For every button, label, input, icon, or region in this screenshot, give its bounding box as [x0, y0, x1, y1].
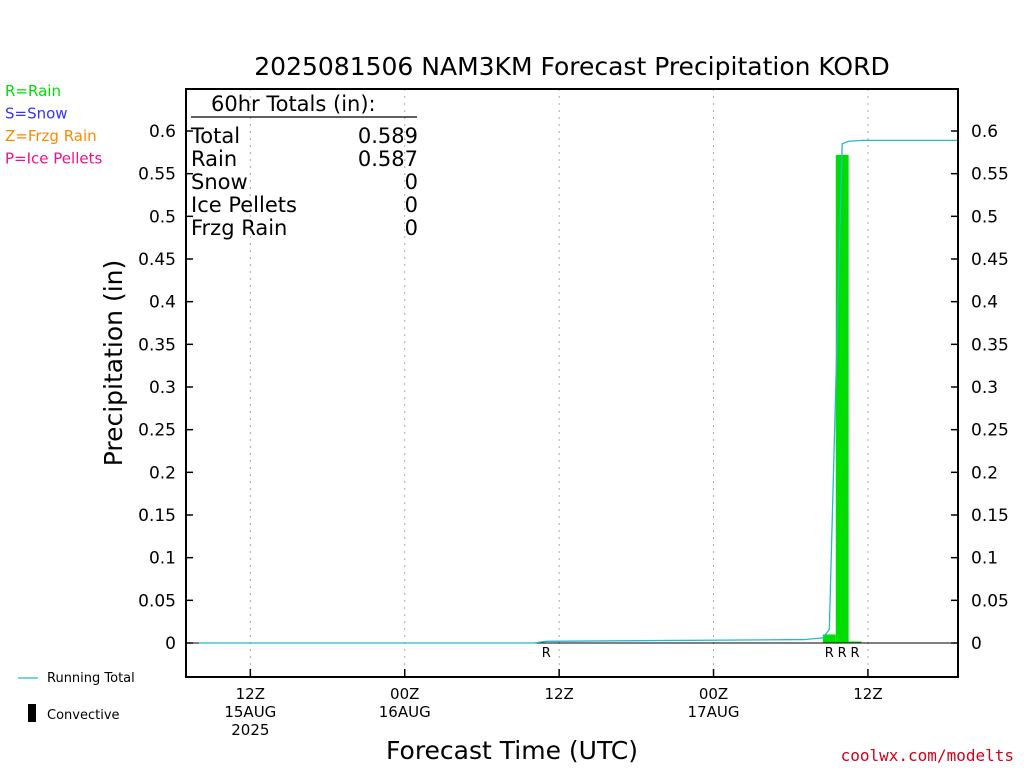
x-tick-label: 2025 [231, 721, 269, 739]
plot-frame [185, 88, 959, 678]
totals-row-value: 0.589 [358, 124, 418, 148]
y-tick-label: 0.2 [149, 463, 176, 483]
y-tick-label: 0.05 [138, 591, 176, 611]
totals-row-label: Ice Pellets [191, 193, 297, 217]
y-tick-label: 0.4 [149, 293, 176, 313]
type-legend-item: S=Snow [5, 105, 68, 123]
y-tick-label: 0.5 [149, 207, 176, 227]
y-tick-label: 0.05 [971, 591, 1009, 611]
totals-row-label: Snow [191, 170, 248, 194]
gridlines [249, 89, 869, 677]
totals-row-value: 0 [405, 216, 418, 240]
y-tick-label: 0.6 [149, 122, 176, 142]
y-tick-label: 0.4 [971, 293, 998, 313]
totals-row-value: 0.587 [358, 147, 418, 171]
precip-bar [822, 634, 836, 643]
totals-row-value: 0 [405, 193, 418, 217]
convective-legend-swatch [28, 704, 36, 722]
y-tick-label: 0.15 [971, 506, 1009, 526]
y-tick-label: 0.1 [971, 549, 998, 569]
y-tick-label: 0.45 [138, 250, 176, 270]
precip-type-marker: R [851, 646, 860, 661]
type-legend-item: Z=Frzg Rain [5, 127, 97, 145]
x-tick-label: 12Z [236, 685, 265, 703]
precip-bar [835, 154, 849, 644]
precip-type-marker: R [542, 646, 551, 661]
precip-type-marker: R [838, 646, 847, 661]
y-tick-label: 0.55 [138, 165, 176, 185]
y-tick-label: 0.55 [971, 165, 1009, 185]
y-axis-left: 0 0.05 0.1 0.15 0.2 0.25 0.3 0.35 0.4 0.45 0.5 0.55… [138, 122, 193, 654]
totals-row-label: Rain [191, 147, 237, 171]
x-tick-label: 00Z [699, 685, 728, 703]
totals-row-value: 0 [405, 170, 418, 194]
y-tick-label: 0.35 [138, 335, 176, 355]
x-tick-label: 16AUG [379, 703, 431, 721]
credit-text: coolwx.com/modelts [841, 746, 1014, 765]
y-tick-label: 0 [971, 634, 982, 654]
totals-header: 60hr Totals (in): [211, 92, 376, 116]
bottom-legend: Running Total Convective [18, 671, 135, 723]
chart-title: 2025081506 NAM3KM Forecast Precipitation… [254, 52, 889, 81]
totals-rows: Total 0.589 Rain 0.587 Snow 0 Ice Pellets 0 Frzg… [190, 124, 418, 240]
y-tick-label: 0.35 [971, 335, 1009, 355]
x-tick-label: 12Z [853, 685, 882, 703]
y-tick-label: 0.3 [149, 378, 176, 398]
x-axis-label: Forecast Time (UTC) [386, 736, 638, 765]
y-tick-label: 0.6 [971, 122, 998, 142]
running-total-line [198, 139, 958, 644]
y-tick-label: 0.2 [971, 463, 998, 483]
y-axis-right: 0 0.05 0.1 0.15 0.2 0.25 0.3 0.35 0.4 0.45 0.5 0.55… [951, 122, 1009, 654]
y-tick-label: 0.5 [971, 207, 998, 227]
x-tick-label: 15AUG [224, 703, 276, 721]
precip-type-marker: R [825, 646, 834, 661]
y-tick-label: 0.15 [138, 506, 176, 526]
y-axis-label: Precipitation (in) [99, 260, 128, 467]
y-tick-label: 0.25 [971, 421, 1009, 441]
precip-bar [848, 641, 862, 643]
type-legend-item: P=Ice Pellets [5, 150, 102, 168]
x-tick-label: 12Z [544, 685, 573, 703]
totals-row-label: Frzg Rain [191, 216, 287, 240]
x-tick-label: 00Z [390, 685, 419, 703]
totals-row-label: Total [190, 124, 240, 148]
y-tick-label: 0.1 [149, 549, 176, 569]
type-legend-item: R=Rain [5, 82, 61, 100]
y-tick-label: 0.25 [138, 421, 176, 441]
y-tick-label: 0 [165, 634, 176, 654]
totals-box: 60hr Totals (in): Total 0.589 Rain 0.587 Sno… [190, 92, 418, 240]
y-tick-label: 0.3 [971, 378, 998, 398]
convective-legend-label: Convective [47, 708, 120, 723]
running-total-legend-label: Running Total [47, 671, 135, 686]
precip-type-legend: R=Rain S=Snow Z=Frzg Rain P=Ice Pellets [5, 82, 102, 168]
x-tick-label: 17AUG [688, 703, 740, 721]
y-tick-label: 0.45 [971, 250, 1009, 270]
